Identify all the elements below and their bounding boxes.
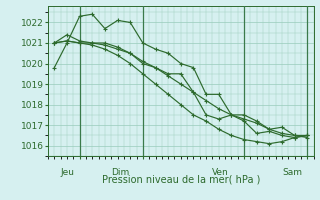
- Text: Dim: Dim: [111, 168, 130, 177]
- X-axis label: Pression niveau de la mer( hPa ): Pression niveau de la mer( hPa ): [102, 175, 260, 185]
- Text: Jeu: Jeu: [61, 168, 75, 177]
- Text: Sam: Sam: [282, 168, 302, 177]
- Text: Ven: Ven: [212, 168, 229, 177]
